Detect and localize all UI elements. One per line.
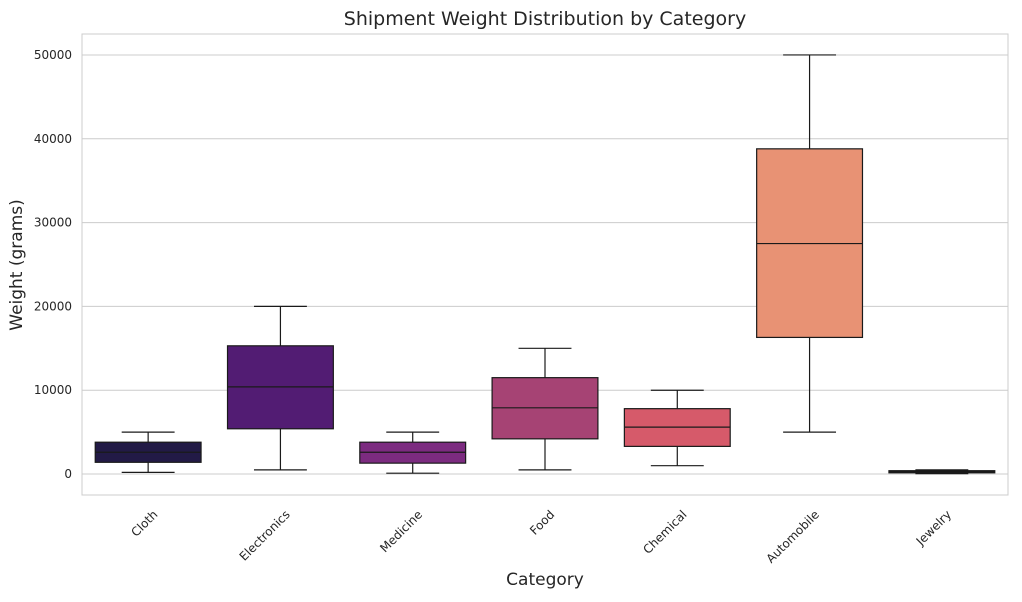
y-tick-label: 30000 — [34, 216, 72, 230]
x-tick-labels: Cloth Electronics Medicine Food Chemical Auto… — [128, 507, 954, 565]
box-group-jewelry — [888, 469, 996, 475]
y-tick-label: 0 — [64, 467, 72, 481]
plot-frame — [81, 33, 1009, 496]
y-tick-label: 40000 — [34, 132, 72, 146]
x-tick-label: Automobile — [764, 507, 822, 565]
box-group-medicine — [359, 431, 467, 474]
y-tick-labels: 0 10000 20000 30000 40000 50000 — [34, 48, 72, 481]
chart-title: Shipment Weight Distribution by Category — [344, 8, 746, 30]
box-group-food — [491, 347, 599, 471]
boxes-layer — [94, 54, 996, 475]
x-tick-label: Jewelry — [913, 507, 954, 548]
y-axis-label: Weight (grams) — [7, 199, 27, 331]
box-group-electronics — [226, 305, 334, 471]
x-tick-label: Food — [527, 507, 557, 537]
box-group-chemical — [623, 389, 731, 467]
x-tick-label: Electronics — [237, 507, 293, 563]
x-axis-label: Category — [506, 570, 584, 590]
box-group-automobile — [756, 54, 864, 433]
x-tick-label: Medicine — [377, 507, 425, 555]
box-group-cloth — [94, 431, 202, 473]
y-tick-label: 20000 — [34, 299, 72, 313]
x-tick-label: Cloth — [128, 507, 160, 539]
y-tick-label: 10000 — [34, 383, 72, 397]
y-tick-label: 50000 — [34, 48, 72, 62]
x-tick-label: Chemical — [640, 507, 689, 556]
